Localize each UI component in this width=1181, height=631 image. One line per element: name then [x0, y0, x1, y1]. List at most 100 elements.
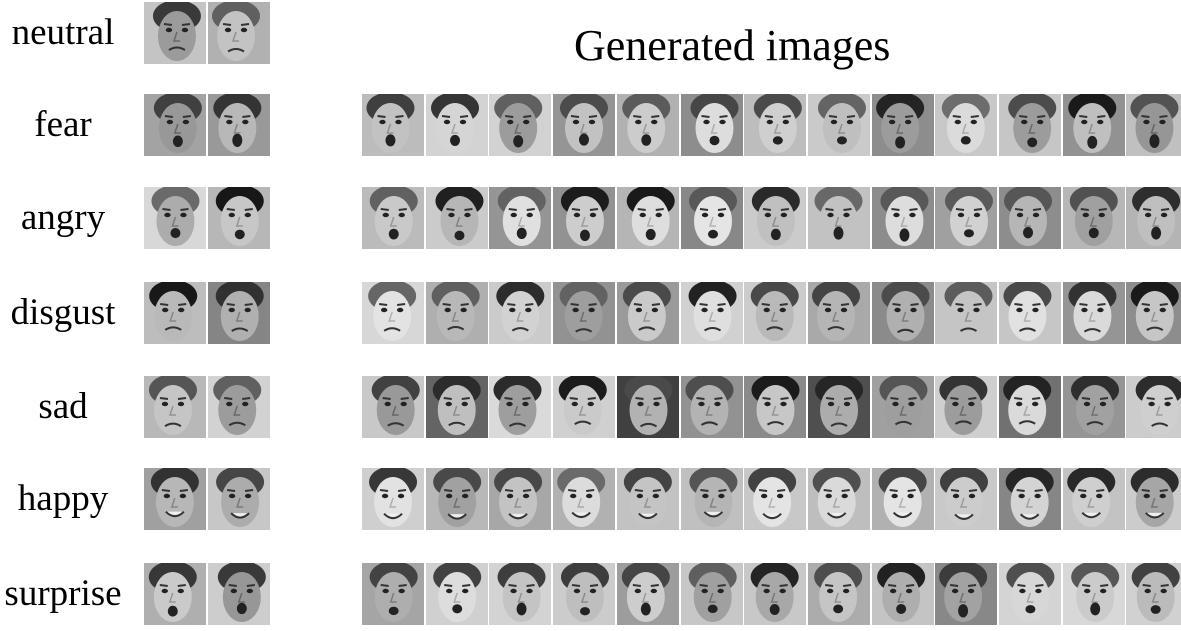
generated-face-disgust-3	[489, 282, 551, 344]
generated-face-sad-10	[935, 376, 997, 438]
generated-face-surprise-4	[553, 563, 615, 625]
generated-face-angry-9	[872, 187, 934, 249]
generated-face-disgust-5	[617, 282, 679, 344]
generated-face-disgust-9	[872, 282, 934, 344]
generated-face-happy-2	[426, 468, 488, 530]
emotion-label-surprise: surprise	[4, 573, 122, 614]
generated-face-surprise-10	[935, 563, 997, 625]
generated-face-happy-4	[553, 468, 615, 530]
generated-face-disgust-1	[362, 282, 424, 344]
generated-images-title: Generated images	[574, 21, 891, 70]
generated-face-happy-11	[999, 468, 1061, 530]
generated-face-sad-4	[553, 376, 615, 438]
generated-face-angry-12	[1063, 187, 1125, 249]
generated-face-happy-12	[1063, 468, 1125, 530]
generated-face-happy-8	[808, 468, 870, 530]
generated-face-fear-8	[808, 94, 870, 156]
real-face-disgust-2	[208, 282, 270, 344]
generated-face-sad-11	[999, 376, 1061, 438]
generated-face-angry-7	[744, 187, 806, 249]
generated-face-angry-6	[681, 187, 743, 249]
generated-face-sad-7	[744, 376, 806, 438]
generated-face-angry-5	[617, 187, 679, 249]
generated-face-disgust-11	[999, 282, 1061, 344]
generated-face-fear-12	[1063, 94, 1125, 156]
real-face-fear-1	[144, 94, 206, 156]
generated-face-sad-9	[872, 376, 934, 438]
generated-face-disgust-13	[1126, 282, 1181, 344]
generated-face-fear-7	[744, 94, 806, 156]
generated-face-sad-2	[426, 376, 488, 438]
generated-face-fear-9	[872, 94, 934, 156]
generated-face-happy-6	[681, 468, 743, 530]
generated-face-fear-13	[1126, 94, 1181, 156]
generated-face-angry-11	[999, 187, 1061, 249]
generated-face-disgust-7	[744, 282, 806, 344]
generated-face-happy-3	[489, 468, 551, 530]
generated-face-surprise-7	[744, 563, 806, 625]
generated-face-disgust-8	[808, 282, 870, 344]
generated-face-happy-7	[744, 468, 806, 530]
generated-face-happy-9	[872, 468, 934, 530]
generated-face-fear-5	[617, 94, 679, 156]
emotion-label-neutral: neutral	[11, 12, 115, 53]
generated-face-surprise-11	[999, 563, 1061, 625]
generated-face-sad-5	[617, 376, 679, 438]
generated-face-angry-8	[808, 187, 870, 249]
real-face-fear-2	[208, 94, 270, 156]
generated-face-fear-2	[426, 94, 488, 156]
generated-face-sad-6	[681, 376, 743, 438]
real-face-disgust-1	[144, 282, 206, 344]
real-face-sad-2	[208, 376, 270, 438]
real-face-happy-2	[208, 468, 270, 530]
generated-face-happy-13	[1126, 468, 1181, 530]
generated-face-surprise-5	[617, 563, 679, 625]
real-face-angry-2	[208, 187, 270, 249]
real-face-happy-1	[144, 468, 206, 530]
generated-face-disgust-2	[426, 282, 488, 344]
real-face-neutral-1	[144, 2, 206, 64]
generated-face-surprise-6	[681, 563, 743, 625]
generated-face-surprise-1	[362, 563, 424, 625]
generated-face-angry-3	[489, 187, 551, 249]
generated-face-sad-1	[362, 376, 424, 438]
generated-face-sad-13	[1126, 376, 1181, 438]
generated-face-angry-10	[935, 187, 997, 249]
generated-face-happy-10	[935, 468, 997, 530]
generated-face-angry-1	[362, 187, 424, 249]
generated-face-angry-2	[426, 187, 488, 249]
generated-face-fear-11	[999, 94, 1061, 156]
generated-face-surprise-12	[1063, 563, 1125, 625]
emotion-label-angry: angry	[20, 197, 106, 238]
emotion-label-happy: happy	[17, 478, 109, 519]
generated-face-surprise-13	[1126, 563, 1181, 625]
generated-face-fear-4	[553, 94, 615, 156]
generated-face-angry-4	[553, 187, 615, 249]
generated-face-disgust-4	[553, 282, 615, 344]
generated-face-disgust-10	[935, 282, 997, 344]
generated-face-fear-10	[935, 94, 997, 156]
generated-face-surprise-9	[872, 563, 934, 625]
emotion-label-disgust: disgust	[10, 292, 116, 333]
generated-face-sad-8	[808, 376, 870, 438]
generated-face-happy-5	[617, 468, 679, 530]
generated-face-angry-13	[1126, 187, 1181, 249]
real-face-sad-1	[144, 376, 206, 438]
generated-face-disgust-6	[681, 282, 743, 344]
generated-face-surprise-8	[808, 563, 870, 625]
real-face-surprise-1	[144, 563, 206, 625]
real-face-surprise-2	[208, 563, 270, 625]
real-face-angry-1	[144, 187, 206, 249]
generated-face-happy-1	[362, 468, 424, 530]
generated-face-surprise-3	[489, 563, 551, 625]
generated-face-disgust-12	[1063, 282, 1125, 344]
emotion-label-sad: sad	[38, 386, 88, 427]
generated-face-fear-1	[362, 94, 424, 156]
generated-face-sad-12	[1063, 376, 1125, 438]
generated-face-fear-6	[681, 94, 743, 156]
generated-face-fear-3	[489, 94, 551, 156]
generated-face-surprise-2	[426, 563, 488, 625]
emotion-label-fear: fear	[34, 104, 92, 145]
real-face-neutral-2	[208, 2, 270, 64]
generated-face-sad-3	[489, 376, 551, 438]
